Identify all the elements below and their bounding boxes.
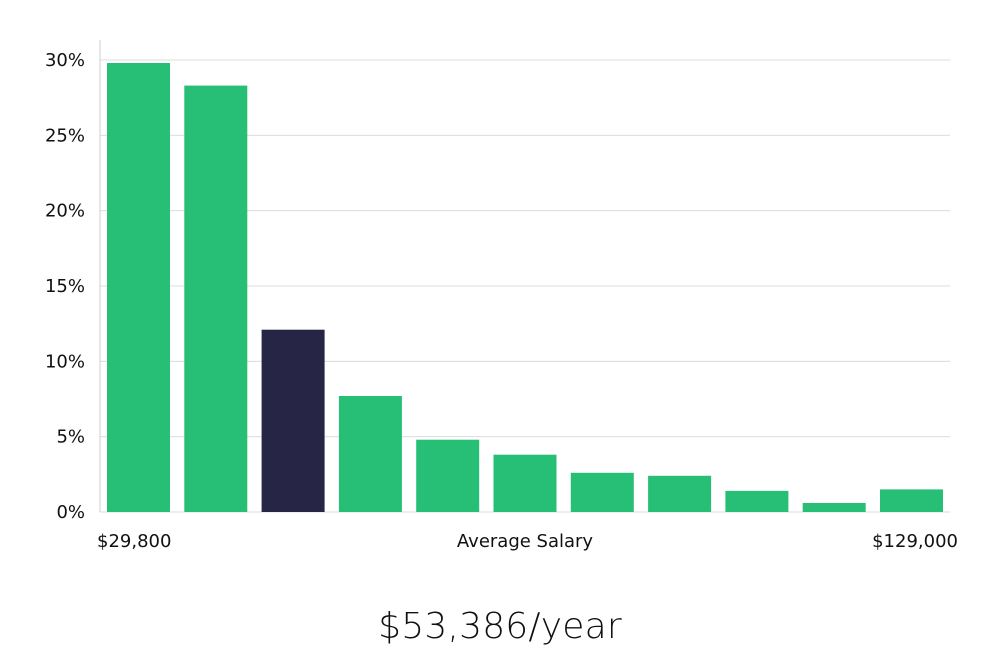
- bar: [338, 396, 402, 512]
- bar-highlighted: [261, 329, 325, 512]
- bar: [416, 439, 480, 512]
- bar: [107, 63, 170, 512]
- bar: [493, 454, 557, 512]
- bars: [107, 63, 943, 512]
- x-axis-title: Average Salary: [457, 531, 594, 552]
- bar: [802, 503, 866, 512]
- x-min-label: $29,800: [97, 531, 171, 552]
- y-tick-label: 15%: [45, 276, 85, 297]
- average-salary-headline: $53,386/year: [378, 606, 622, 647]
- salary-distribution-chart: 0% 5% 10% 15% 20% 25% 30% $29,800 Average Sala…: [45, 40, 958, 552]
- bar: [725, 490, 789, 512]
- y-tick-label: 5%: [56, 427, 85, 448]
- y-axis: 0% 5% 10% 15% 20% 25% 30%: [45, 50, 85, 523]
- x-max-label: $129,000: [872, 531, 958, 552]
- y-tick-label: 30%: [45, 50, 85, 71]
- bar: [184, 85, 248, 512]
- bar: [648, 475, 712, 512]
- y-tick-label: 0%: [56, 502, 85, 523]
- y-tick-label: 10%: [45, 351, 85, 372]
- bar: [880, 489, 943, 512]
- y-tick-label: 25%: [45, 125, 85, 146]
- bar: [570, 472, 634, 512]
- y-tick-label: 20%: [45, 201, 85, 222]
